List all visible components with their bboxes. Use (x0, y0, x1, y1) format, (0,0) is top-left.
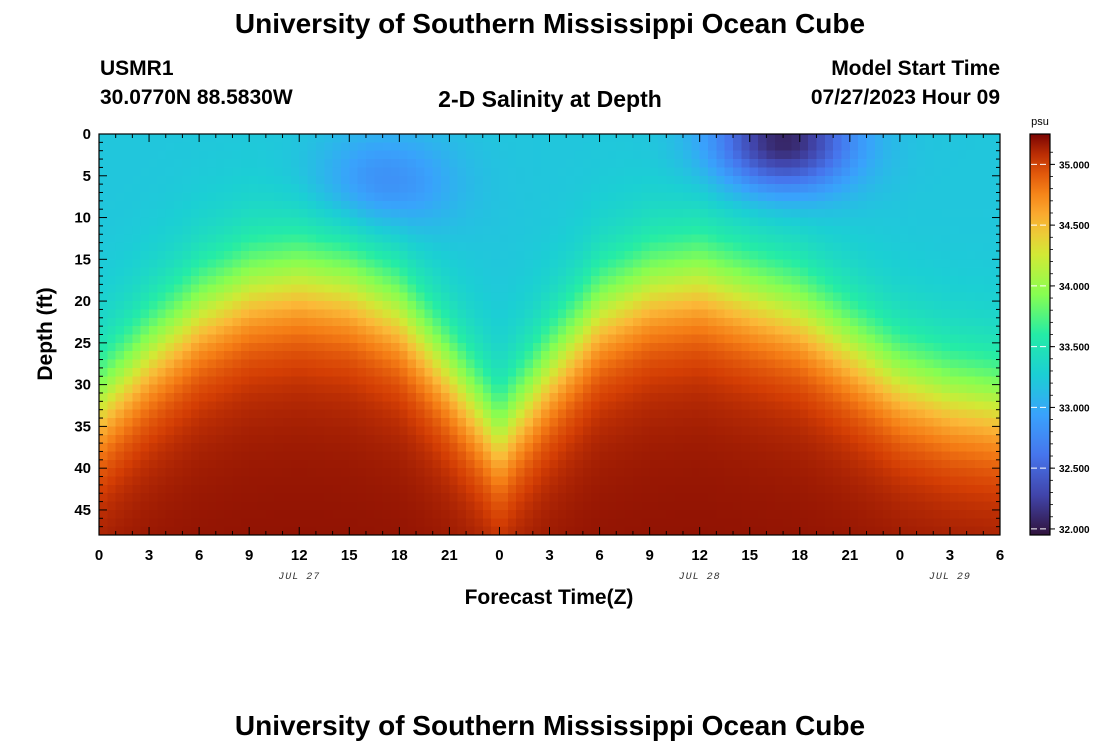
x-axis-title: Forecast Time(Z) (465, 586, 634, 609)
chart-subtitle: 2-D Salinity at Depth (438, 86, 662, 112)
salinity-heatmap (99, 134, 1000, 535)
colorbar-tick-label: 33.000 (1059, 403, 1090, 414)
y-tick-label: 15 (74, 251, 91, 268)
colorbar-tick-label: 34.500 (1059, 221, 1090, 232)
x-tick-label: 18 (391, 547, 408, 564)
x-tick-label: 9 (245, 547, 253, 564)
x-tick-label: 6 (195, 547, 203, 564)
colorbar-tick-label: 34.000 (1059, 282, 1090, 293)
y-tick-label: 40 (74, 460, 91, 477)
station-coordinates: 30.0770N 88.5830W (100, 86, 293, 109)
y-tick-label: 25 (74, 335, 91, 352)
date-label: JUL 28 (679, 572, 721, 583)
model-start-label: Model Start Time (831, 57, 1000, 80)
x-tick-label: 0 (896, 547, 904, 564)
salinity-chart: 0 3 6 9 12 15 18 21 0 3 6 9 12 15 18 21 0 3 6 0 5 10 15 20 25 30… (34, 116, 1090, 609)
x-tick-label: 6 (595, 547, 603, 564)
colorbar (1029, 133, 1051, 536)
colorbar-tick-label: 32.500 (1059, 464, 1090, 475)
colorbar-unit: psu (1031, 116, 1049, 128)
date-label: JUL 27 (278, 572, 320, 583)
model-start-value: 07/27/2023 Hour 09 (810, 86, 1000, 109)
x-tick-label: 9 (645, 547, 653, 564)
date-label: JUL 29 (929, 572, 971, 583)
x-tick-label: 15 (741, 547, 758, 564)
y-tick-label: 45 (74, 502, 91, 519)
y-tick-label: 20 (74, 293, 91, 310)
y-tick-label: 35 (74, 418, 91, 435)
y-tick-label: 10 (74, 210, 91, 227)
colorbar-tick-label: 32.000 (1059, 525, 1090, 536)
x-tick-label: 12 (691, 547, 708, 564)
colorbar-tick-label: 35.000 (1059, 160, 1090, 171)
x-tick-label: 12 (291, 547, 308, 564)
x-tick-label: 21 (841, 547, 858, 564)
x-tick-label: 0 (95, 547, 103, 564)
station-id: USMR1 (100, 57, 174, 80)
x-tick-label: 3 (545, 547, 553, 564)
x-tick-label: 3 (946, 547, 954, 564)
x-tick-label: 18 (791, 547, 808, 564)
y-tick-label: 5 (83, 168, 91, 185)
x-tick-label: 0 (495, 547, 503, 564)
page-title: University of Southern Mississippi Ocean… (234, 8, 866, 39)
x-tick-label: 15 (341, 547, 358, 564)
x-tick-label: 6 (996, 547, 1004, 564)
y-tick-label: 30 (74, 377, 91, 394)
footer-title: University of Southern Mississippi Ocean… (234, 710, 866, 741)
colorbar-tick-label: 33.500 (1059, 343, 1090, 354)
x-tick-label: 3 (145, 547, 153, 564)
x-tick-label: 21 (441, 547, 458, 564)
y-axis-title: Depth (ft) (34, 287, 57, 380)
y-tick-label: 0 (83, 126, 91, 143)
